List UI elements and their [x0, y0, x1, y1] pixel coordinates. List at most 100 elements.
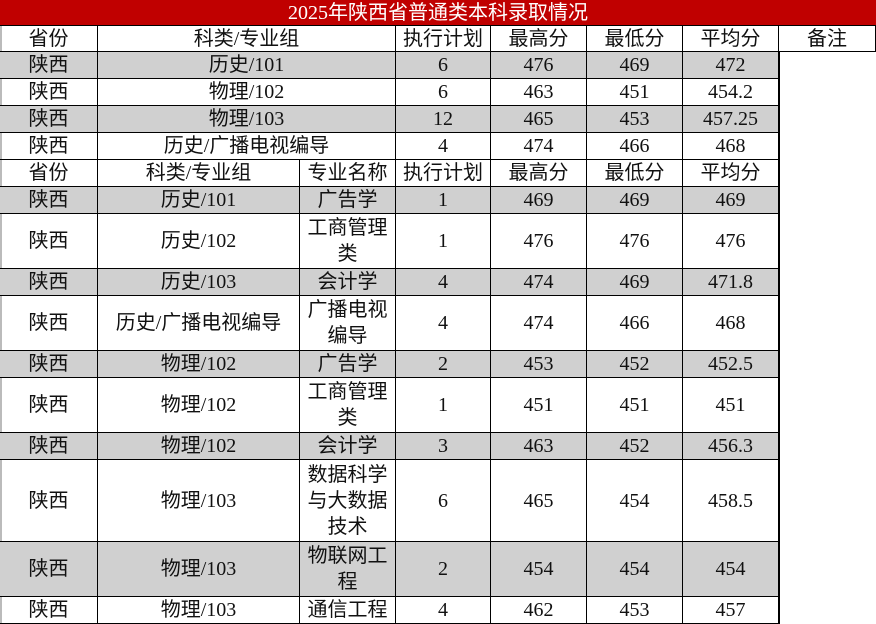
header-cell[interactable]: 最低分 — [587, 160, 683, 187]
table-cell[interactable]: 471.8 — [683, 269, 779, 296]
table-cell[interactable]: 4 — [396, 597, 491, 624]
table-cell[interactable]: 468 — [683, 133, 779, 160]
header-cell[interactable]: 专业名称 — [300, 160, 396, 187]
table-cell[interactable]: 通信工程 — [300, 597, 396, 624]
table-cell[interactable]: 12 — [396, 106, 491, 133]
table-cell[interactable]: 广播电视编导 — [300, 296, 396, 351]
table-cell[interactable]: 476 — [491, 52, 587, 79]
table-cell[interactable]: 工商管理类 — [300, 214, 396, 269]
table-cell[interactable]: 3 — [396, 433, 491, 460]
table-cell[interactable]: 453 — [587, 597, 683, 624]
table-cell[interactable]: 453 — [491, 351, 587, 378]
header-cell[interactable]: 平均分 — [683, 26, 779, 52]
table-cell[interactable]: 472 — [683, 52, 779, 79]
table-cell[interactable]: 462 — [491, 597, 587, 624]
header-cell[interactable]: 科类/专业组 — [98, 160, 300, 187]
header-cell[interactable]: 执行计划 — [396, 160, 491, 187]
table-cell[interactable]: 物理/103 — [98, 460, 300, 542]
table-cell[interactable]: 453 — [587, 106, 683, 133]
table-cell[interactable]: 451 — [587, 378, 683, 433]
header-cell[interactable]: 备注 — [779, 26, 876, 52]
header-cell[interactable]: 省份 — [0, 26, 98, 52]
table-cell[interactable]: 451 — [683, 378, 779, 433]
table-cell[interactable]: 451 — [587, 79, 683, 106]
table-cell[interactable]: 451 — [491, 378, 587, 433]
table-cell[interactable]: 陕西 — [0, 597, 98, 624]
table-cell[interactable]: 466 — [587, 296, 683, 351]
table-cell[interactable]: 陕西 — [0, 187, 98, 214]
table-cell[interactable]: 物理/103 — [98, 106, 396, 133]
header-cell[interactable]: 最高分 — [491, 26, 587, 52]
table-cell[interactable]: 4 — [396, 133, 491, 160]
table-cell[interactable]: 463 — [491, 79, 587, 106]
table-cell[interactable]: 469 — [491, 187, 587, 214]
table-cell[interactable]: 会计学 — [300, 433, 396, 460]
table-cell[interactable]: 454.2 — [683, 79, 779, 106]
table-cell[interactable]: 陕西 — [0, 79, 98, 106]
table-cell[interactable]: 陕西 — [0, 296, 98, 351]
header-cell[interactable]: 科类/专业组 — [98, 26, 396, 52]
table-cell[interactable]: 陕西 — [0, 460, 98, 542]
table-cell[interactable]: 6 — [396, 79, 491, 106]
table-cell[interactable]: 454 — [587, 542, 683, 597]
remarks-column-cell[interactable] — [779, 52, 876, 624]
table-cell[interactable]: 陕西 — [0, 133, 98, 160]
table-cell[interactable]: 4 — [396, 296, 491, 351]
table-cell[interactable]: 469 — [587, 269, 683, 296]
table-cell[interactable]: 457 — [683, 597, 779, 624]
table-cell[interactable]: 陕西 — [0, 378, 98, 433]
table-cell[interactable]: 469 — [587, 187, 683, 214]
table-cell[interactable]: 陕西 — [0, 269, 98, 296]
header-cell[interactable]: 省份 — [0, 160, 98, 187]
table-cell[interactable]: 469 — [683, 187, 779, 214]
table-cell[interactable]: 历史/101 — [98, 52, 396, 79]
table-cell[interactable]: 物理/102 — [98, 79, 396, 106]
table-cell[interactable]: 陕西 — [0, 351, 98, 378]
table-cell[interactable]: 广告学 — [300, 351, 396, 378]
table-cell[interactable]: 465 — [491, 460, 587, 542]
table-cell[interactable]: 468 — [683, 296, 779, 351]
table-cell[interactable]: 6 — [396, 460, 491, 542]
table-cell[interactable]: 4 — [396, 269, 491, 296]
table-cell[interactable]: 陕西 — [0, 433, 98, 460]
table-cell[interactable]: 历史/102 — [98, 214, 300, 269]
header-cell[interactable]: 执行计划 — [396, 26, 491, 52]
table-cell[interactable]: 469 — [587, 52, 683, 79]
table-cell[interactable]: 466 — [587, 133, 683, 160]
table-cell[interactable]: 476 — [491, 214, 587, 269]
table-cell[interactable]: 物理/102 — [98, 378, 300, 433]
table-cell[interactable]: 474 — [491, 296, 587, 351]
table-cell[interactable]: 6 — [396, 52, 491, 79]
header-cell[interactable]: 最高分 — [491, 160, 587, 187]
table-cell[interactable]: 452.5 — [683, 351, 779, 378]
table-cell[interactable]: 数据科学与大数据技术 — [300, 460, 396, 542]
table-cell[interactable]: 1 — [396, 187, 491, 214]
table-cell[interactable]: 物理/103 — [98, 597, 300, 624]
table-cell[interactable]: 454 — [587, 460, 683, 542]
header-cell[interactable]: 平均分 — [683, 160, 779, 187]
table-cell[interactable]: 452 — [587, 351, 683, 378]
table-cell[interactable]: 广告学 — [300, 187, 396, 214]
table-cell[interactable]: 474 — [491, 269, 587, 296]
table-cell[interactable]: 454 — [491, 542, 587, 597]
table-cell[interactable]: 2 — [396, 542, 491, 597]
table-cell[interactable]: 陕西 — [0, 542, 98, 597]
header-cell[interactable]: 最低分 — [587, 26, 683, 52]
table-cell[interactable]: 物理/103 — [98, 542, 300, 597]
table-cell[interactable]: 454 — [683, 542, 779, 597]
table-cell[interactable]: 476 — [587, 214, 683, 269]
table-cell[interactable]: 463 — [491, 433, 587, 460]
table-cell[interactable]: 456.3 — [683, 433, 779, 460]
table-cell[interactable]: 物联网工程 — [300, 542, 396, 597]
table-cell[interactable]: 1 — [396, 214, 491, 269]
table-cell[interactable]: 457.25 — [683, 106, 779, 133]
table-cell[interactable]: 2 — [396, 351, 491, 378]
table-cell[interactable]: 452 — [587, 433, 683, 460]
table-cell[interactable]: 历史/广播电视编导 — [98, 133, 396, 160]
table-cell[interactable]: 474 — [491, 133, 587, 160]
table-cell[interactable]: 历史/101 — [98, 187, 300, 214]
table-cell[interactable]: 陕西 — [0, 214, 98, 269]
table-cell[interactable]: 物理/102 — [98, 351, 300, 378]
table-cell[interactable]: 工商管理类 — [300, 378, 396, 433]
table-cell[interactable]: 465 — [491, 106, 587, 133]
